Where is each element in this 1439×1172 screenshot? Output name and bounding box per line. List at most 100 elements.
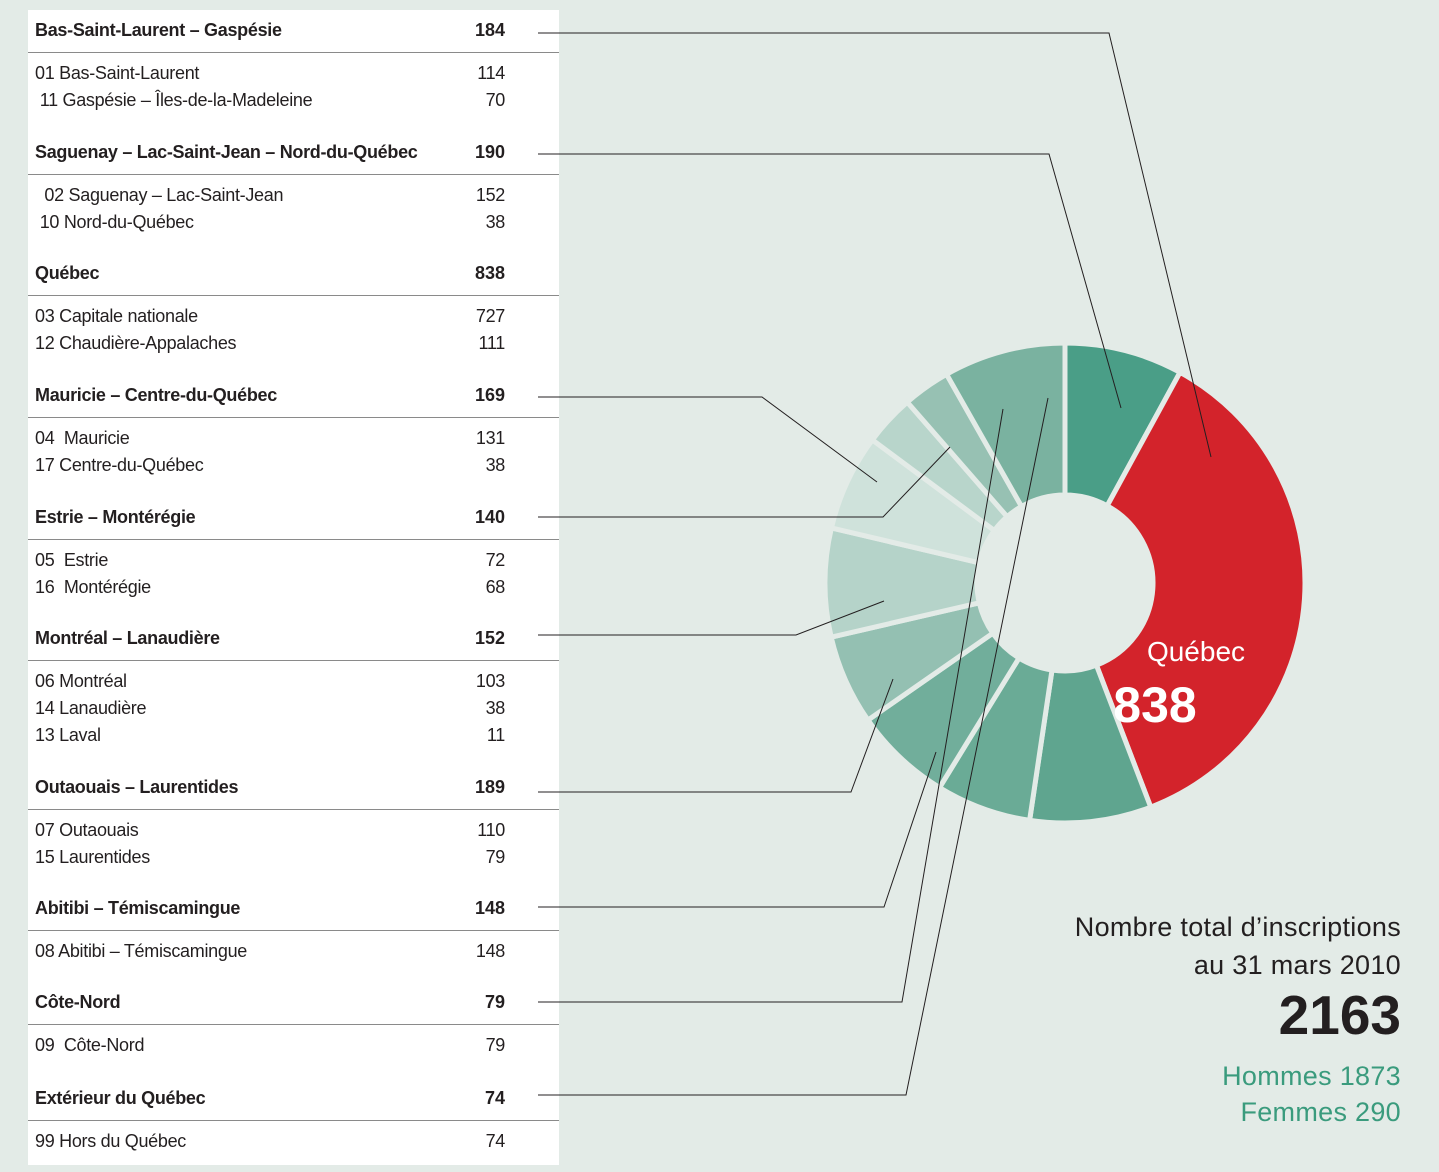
region-value: 131 [475, 428, 505, 448]
group-name: Abitibi – Témiscamingue [35, 898, 241, 918]
leader-line [538, 396, 878, 483]
leader-line [538, 446, 951, 518]
region-row: 16 Montérégie 68 [28, 575, 559, 601]
region-row: 03 Capitale nationale 727 [28, 304, 559, 330]
totals-label-line2: au 31 mars 2010 [1193, 950, 1401, 980]
group-name: Estrie – Montérégie [35, 507, 196, 527]
group-header: Mauricie – Centre-du-Québec 169 [28, 375, 559, 418]
group-total: 189 [474, 777, 505, 797]
group-total: 74 [484, 1088, 505, 1108]
region-label: 06 Montréal [35, 671, 127, 691]
totals-total: 2163 [1278, 984, 1401, 1046]
region-label: 01 Bas-Saint-Laurent [35, 63, 200, 83]
region-label: 17 Centre-du-Québec [35, 455, 204, 475]
group-header: Extérieur du Québec 74 [28, 1078, 559, 1121]
region-value: 114 [477, 63, 505, 83]
region-value: 11 [486, 725, 505, 745]
region-row: 11 Gaspésie – Îles-de-la-Madeleine 70 [28, 88, 559, 114]
region-row: 01 Bas-Saint-Laurent 114 [28, 61, 559, 87]
region-value: 79 [485, 847, 506, 867]
region-value: 38 [485, 212, 506, 232]
group-total: 190 [474, 142, 505, 162]
totals-femmes: Femmes 290 [1240, 1097, 1401, 1127]
region-row: 08 Abitibi – Témiscamingue 148 [28, 939, 559, 965]
region-label: 15 Laurentides [35, 847, 150, 867]
highlight-value: 838 [1113, 677, 1196, 733]
region-value: 152 [475, 185, 505, 205]
group-total: 79 [484, 992, 505, 1012]
region-row: 14 Lanaudière 38 [28, 696, 559, 722]
leader-line [538, 678, 894, 793]
group-total: 184 [474, 20, 505, 40]
region-label: 10 Nord-du-Québec [35, 212, 194, 232]
donut-slice [943, 340, 1068, 510]
region-value: 148 [475, 941, 505, 961]
region-label: 08 Abitibi – Témiscamingue [35, 941, 247, 961]
group-total: 169 [474, 385, 505, 405]
region-row: 12 Chaudière-Appalaches 111 [28, 331, 559, 357]
leader-line [538, 32, 1212, 458]
group-header: Saguenay – Lac-Saint-Jean – Nord-du-Québ… [28, 132, 559, 175]
region-row: 09 Côte-Nord 79 [28, 1033, 559, 1059]
leader-line [538, 751, 937, 908]
highlight-label: Québec [1147, 636, 1245, 667]
group-name: Saguenay – Lac-Saint-Jean – Nord-du-Québ… [35, 142, 418, 162]
region-label: 16 Montérégie [35, 577, 151, 597]
totals-block: Nombre total d’inscriptions au 31 mars 2… [1075, 908, 1401, 1130]
group-total: 140 [474, 507, 505, 527]
region-label: 05 Estrie [35, 550, 109, 570]
region-value: 68 [485, 577, 506, 597]
group-name: Québec [35, 263, 100, 283]
region-label: 07 Outaouais [35, 820, 139, 840]
region-row: 04 Mauricie 131 [28, 426, 559, 452]
region-value: 727 [475, 306, 505, 326]
group-header: Estrie – Montérégie 140 [28, 497, 559, 540]
group-header: Outaouais – Laurentides 189 [28, 767, 559, 810]
region-label: 09 Côte-Nord [35, 1035, 145, 1055]
region-table: Bas-Saint-Laurent – Gaspésie 184 01 Bas-Sa… [28, 10, 559, 1165]
region-row: 99 Hors du Québec 74 [28, 1129, 559, 1155]
leader-line [538, 153, 1122, 409]
region-row: 17 Centre-du-Québec 38 [28, 453, 559, 479]
region-value: 103 [475, 671, 505, 691]
region-label: 04 Mauricie [35, 428, 130, 448]
leader-line [538, 600, 885, 636]
group-total: 148 [474, 898, 505, 918]
region-row: 13 Laval 11 [28, 723, 559, 749]
leader-line [538, 408, 1004, 1003]
group-header: Côte-Nord 79 [28, 982, 559, 1025]
group-header: Abitibi – Témiscamingue 148 [28, 888, 559, 931]
region-value: 38 [485, 455, 506, 475]
region-label: 14 Lanaudière [35, 698, 147, 718]
region-label: 13 Laval [35, 725, 101, 745]
region-row: 05 Estrie 72 [28, 548, 559, 574]
region-value: 111 [478, 333, 506, 353]
region-value: 79 [485, 1035, 506, 1055]
totals-label-line1: Nombre total d’inscriptions [1074, 912, 1401, 942]
group-name: Côte-Nord [35, 992, 121, 1012]
group-name: Bas-Saint-Laurent – Gaspésie [35, 20, 282, 40]
region-label: 02 Saguenay – Lac-Saint-Jean [35, 185, 284, 205]
region-row: 02 Saguenay – Lac-Saint-Jean 152 [28, 183, 559, 209]
region-label: 11 Gaspésie – Îles-de-la-Madeleine [35, 90, 313, 110]
group-name: Mauricie – Centre-du-Québec [35, 385, 277, 405]
donut-slice [1093, 368, 1308, 811]
region-label: 99 Hors du Québec [35, 1131, 186, 1151]
region-row: 06 Montréal 103 [28, 669, 559, 695]
region-row: 10 Nord-du-Québec 38 [28, 210, 559, 236]
region-value: 72 [485, 550, 506, 570]
group-name: Montréal – Lanaudière [35, 628, 220, 648]
group-name: Outaouais – Laurentides [35, 777, 239, 797]
region-label: 03 Capitale nationale [35, 306, 198, 326]
region-value: 38 [485, 698, 506, 718]
region-value: 74 [485, 1131, 506, 1151]
group-header: Montréal – Lanaudière 152 [28, 618, 559, 661]
group-name: Extérieur du Québec [35, 1088, 206, 1108]
group-header: Bas-Saint-Laurent – Gaspésie 184 [28, 10, 559, 53]
totals-hommes: Hommes 1873 [1222, 1061, 1401, 1091]
region-row: 07 Outaouais 110 [28, 818, 559, 844]
region-label: 12 Chaudière-Appalaches [35, 333, 237, 353]
region-value: 110 [477, 820, 505, 840]
group-header: Québec 838 [28, 253, 559, 296]
